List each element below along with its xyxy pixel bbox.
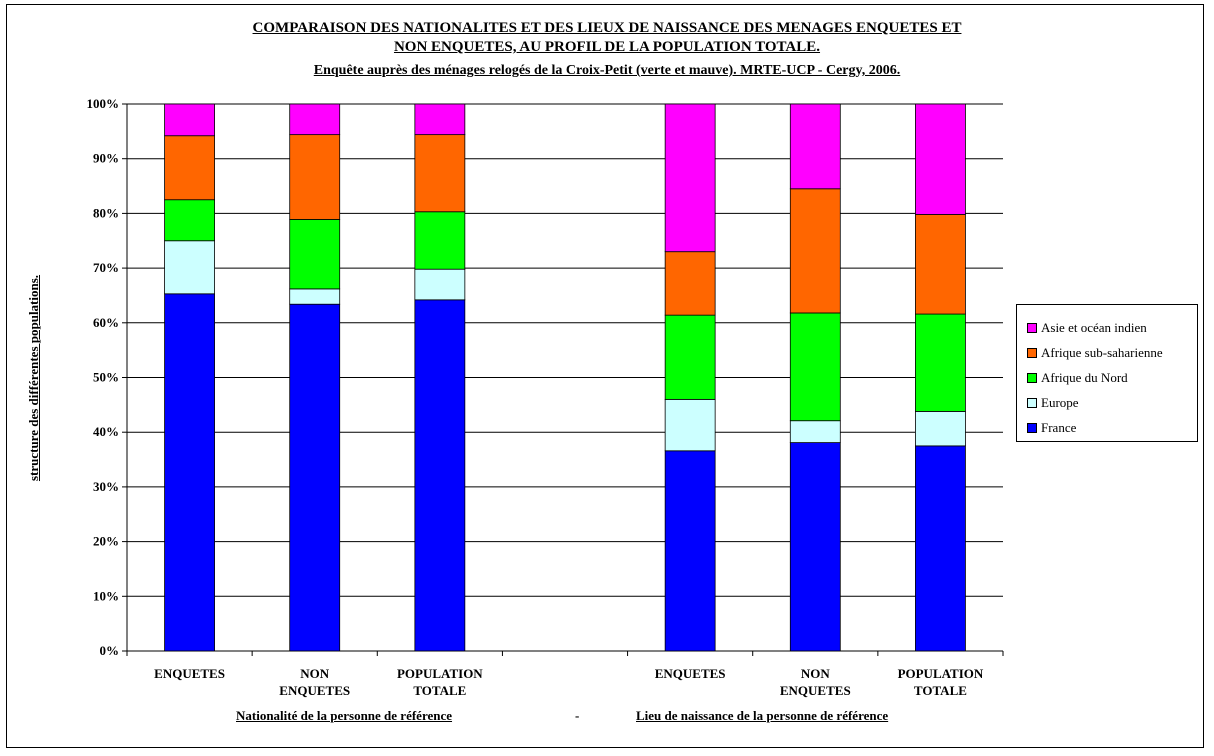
legend-swatch <box>1027 397 1037 408</box>
y-tick-label: 70% <box>93 260 119 275</box>
x-tick-label: ENQUETES <box>154 666 225 681</box>
legend-item: Asie et océan indien <box>1017 315 1197 340</box>
y-tick-label: 10% <box>93 588 119 603</box>
bar-segment <box>289 103 341 136</box>
chart-subtitle: Enquête auprès des ménages relogés de la… <box>313 63 901 78</box>
legend-label: Asie et océan indien <box>1041 319 1147 335</box>
x-axis-label-separator: - <box>575 708 580 723</box>
legend-item: Afrique sub-saharienne <box>1017 340 1197 365</box>
y-tick-label: 50% <box>93 370 119 385</box>
y-tick-label: 0% <box>100 643 120 658</box>
y-tick-label: 80% <box>93 205 119 220</box>
bar-segment <box>664 314 716 400</box>
y-tick-label: 90% <box>93 151 119 166</box>
bar-segment <box>414 268 466 301</box>
bar-segment <box>414 299 466 652</box>
bar-segment <box>289 219 341 290</box>
legend-swatch <box>1027 322 1037 333</box>
chart-title: COMPARAISON DES NATIONALITES ET DES LIEU… <box>252 20 962 36</box>
bar-segment <box>164 103 215 137</box>
chart-title-line2: NON ENQUETES, AU PROFIL DE LA POPULATION… <box>393 39 821 55</box>
bar-segment <box>164 293 215 652</box>
bar-segment <box>414 103 466 136</box>
bar-segment <box>164 135 215 201</box>
bar-segment <box>915 445 966 652</box>
bar-segment <box>789 420 841 443</box>
bar-segment <box>414 211 466 270</box>
x-tick-label: NON <box>801 666 831 681</box>
bar-segment <box>664 398 716 452</box>
bar-segment <box>164 240 215 295</box>
y-tick-label: 40% <box>93 424 119 439</box>
bar-segment <box>915 313 966 412</box>
x-axis-label-right: Lieu de naissance de la personne de réfé… <box>636 708 889 723</box>
x-axis-label-left: Nationalité de la personne de référence <box>236 708 453 723</box>
bar-segment <box>915 103 966 215</box>
y-tick-label: 30% <box>93 479 119 494</box>
bar-segment <box>289 288 341 305</box>
legend-item: Afrique du Nord <box>1017 365 1197 390</box>
x-tick-label: TOTALE <box>413 683 466 698</box>
legend-swatch <box>1027 422 1037 433</box>
bar-segment <box>164 199 215 242</box>
bar-segment <box>664 103 716 253</box>
bar-segment <box>414 134 466 213</box>
bar-segment <box>289 303 341 652</box>
x-tick-label: ENQUETES <box>780 683 851 698</box>
x-tick-label: ENQUETES <box>279 683 350 698</box>
x-tick-label: NON <box>300 666 330 681</box>
x-tick-label: POPULATION <box>397 666 483 681</box>
legend-label: Europe <box>1041 394 1079 410</box>
bar-segment <box>915 411 966 447</box>
bar-segment <box>664 251 716 316</box>
bar-segment <box>789 312 841 422</box>
bar-segment <box>289 134 341 220</box>
y-tick-label: 100% <box>87 96 120 111</box>
y-tick-label: 60% <box>93 315 119 330</box>
legend-item: France <box>1017 415 1197 440</box>
legend: Asie et océan indien Afrique sub-saharien… <box>1016 304 1198 442</box>
legend-swatch <box>1027 347 1037 358</box>
x-tick-label: POPULATION <box>898 666 984 681</box>
legend-label: Afrique du Nord <box>1041 369 1128 385</box>
y-tick-label: 20% <box>93 534 119 549</box>
bar-segment <box>789 442 841 652</box>
legend-label: Afrique sub-saharienne <box>1041 344 1163 360</box>
bar-segment <box>915 214 966 315</box>
x-tick-label: ENQUETES <box>655 666 726 681</box>
bar-segment <box>789 103 841 190</box>
legend-item: Europe <box>1017 390 1197 415</box>
bar-segment <box>789 188 841 314</box>
legend-swatch <box>1027 372 1037 383</box>
bar-segment <box>664 450 716 652</box>
legend-label: France <box>1041 419 1077 435</box>
x-tick-label: TOTALE <box>914 683 967 698</box>
